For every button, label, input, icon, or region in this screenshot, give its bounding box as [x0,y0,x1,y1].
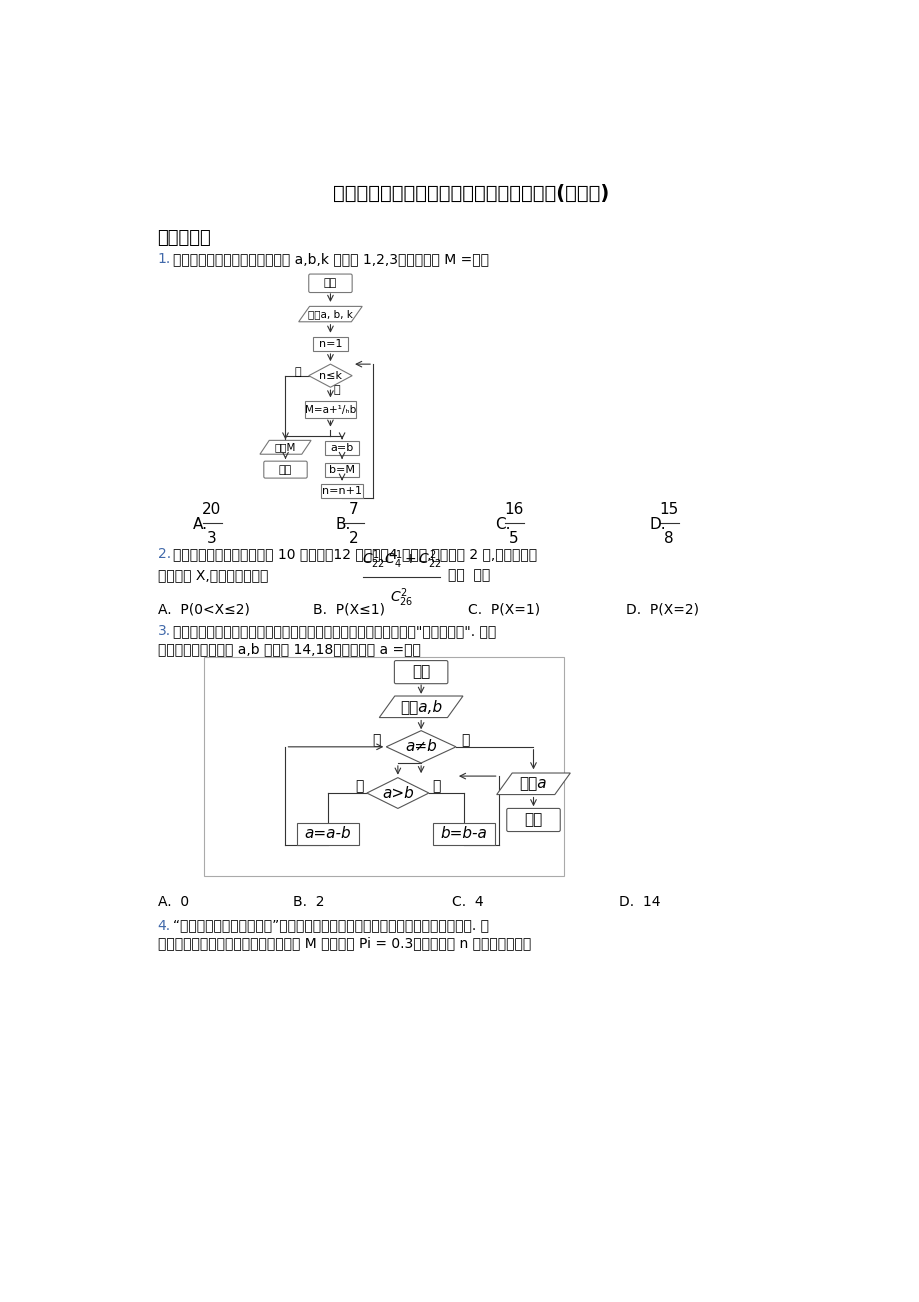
Text: 右边程序框图的算法思路源于我国古代数学名著《九章算术》中的"更相减损术". 执行: 右边程序框图的算法思路源于我国古代数学名著《九章算术》中的"更相减损术". 执行 [173,625,496,638]
Text: $C_{22}^{1}C_{4}^{1}+C_{22}^{2}$: $C_{22}^{1}C_{4}^{1}+C_{22}^{2}$ [361,548,441,572]
Text: M=a+¹/ₕb: M=a+¹/ₕb [304,405,356,414]
Polygon shape [260,440,311,454]
Text: 20: 20 [202,503,221,517]
Text: a=a-b: a=a-b [304,827,351,841]
Text: 执行右面的程序框图，若输入的 a,b,k 分别为 1,2,3，则输出的 M =（）: 执行右面的程序框图，若输入的 a,b,k 分别为 1,2,3，则输出的 M =（… [173,253,489,267]
Bar [324,462,358,477]
Text: C.: C. [494,517,510,531]
Bar [321,484,363,499]
Text: 个数记为 X,则下列概率等于: 个数记为 X,则下列概率等于 [157,568,267,582]
Text: 2: 2 [348,531,358,547]
Text: 3.: 3. [157,625,171,638]
Text: 否: 否 [294,367,301,376]
Text: 是: 是 [355,779,363,793]
FancyBboxPatch shape [394,660,448,684]
Text: 16: 16 [504,503,523,517]
Bar [204,656,564,876]
Text: $C_{26}^{2}$: $C_{26}^{2}$ [390,587,413,609]
Polygon shape [386,730,456,763]
Text: 【易错题】高中必修三数学上期中模拟试题(含答案): 【易错题】高中必修三数学上期中模拟试题(含答案) [333,184,609,203]
Bar [305,401,356,418]
Text: n=1: n=1 [318,339,342,349]
Text: 否: 否 [432,779,440,793]
Text: 5: 5 [509,531,518,547]
Bar [297,823,358,845]
Text: D.: D. [649,517,665,531]
Text: 结束: 结束 [278,465,292,475]
Bar [324,441,358,454]
Text: 结束: 结束 [524,812,542,828]
FancyBboxPatch shape [264,461,307,478]
Text: C.  P(X=1): C. P(X=1) [467,603,539,617]
Text: n≤k: n≤k [319,371,342,380]
Text: 该程序框图，若输入 a,b 分别为 14,18，则输出的 a =（）: 该程序框图，若输入 a,b 分别为 14,18，则输出的 a =（） [157,642,420,656]
Text: C.  4: C. 4 [451,896,483,909]
Text: b=M: b=M [329,465,355,475]
Text: 是: 是 [372,733,380,747]
FancyBboxPatch shape [506,809,560,832]
Text: a>b: a>b [381,785,414,801]
Text: 是: 是 [334,384,340,395]
Text: a=b: a=b [330,443,353,453]
Polygon shape [299,306,362,322]
Text: A.  P(0<X≤2): A. P(0<X≤2) [157,603,249,617]
Text: 15: 15 [659,503,678,517]
Text: 8: 8 [664,531,674,547]
Text: 否: 否 [460,733,469,747]
Text: n=n+1: n=n+1 [322,486,362,496]
Text: “三个臭皮匠，赛过诸葛亮”，这是我们常说的口头禅，主要是说集体智慧的强大. 假: “三个臭皮匠，赛过诸葛亮”，这是我们常说的口头禅，主要是说集体智慧的强大. 假 [173,918,489,932]
Text: B.  P(X≤1): B. P(X≤1) [312,603,384,617]
Text: 7: 7 [348,503,358,517]
Text: 开始: 开始 [412,664,430,680]
Polygon shape [367,777,428,809]
Bar [432,823,494,845]
Bar [313,337,347,352]
Text: 开始: 开始 [323,279,336,288]
Text: 输入a, b, k: 输入a, b, k [308,309,353,319]
Text: A.: A. [192,517,208,531]
Text: D.  14: D. 14 [618,896,660,909]
Text: 2.: 2. [157,547,171,561]
Text: a≠b: a≠b [404,740,437,754]
Text: 一个盒子里装有大小相同的 10 个黑球、12 个红球、4 个白球,从中任取 2 个,其中白球的: 一个盒子里装有大小相同的 10 个黑球、12 个红球、4 个白球,从中任取 2 … [173,547,537,561]
Polygon shape [496,773,570,794]
Text: B.: B. [335,517,351,531]
FancyBboxPatch shape [309,273,352,293]
Text: 设李某智商较高，他独自一人解决项目 M 的概率为 Pi = 0.3；同时，有 n 个水平相同的人: 设李某智商较高，他独自一人解决项目 M 的概率为 Pi = 0.3；同时，有 n… [157,936,530,950]
Text: D.  P(X=2): D. P(X=2) [626,603,698,617]
Text: 的是  （）: 的是 （） [448,568,490,582]
Polygon shape [309,365,352,387]
Text: 一、选择题: 一、选择题 [157,229,211,247]
Polygon shape [379,697,462,717]
Text: 3: 3 [207,531,217,547]
Text: 输出a: 输出a [519,776,547,792]
Text: 4.: 4. [157,918,171,932]
Text: B.  2: B. 2 [293,896,324,909]
Text: 输入a,b: 输入a,b [400,699,442,715]
Text: 输出M: 输出M [275,443,296,452]
Text: b=b-a: b=b-a [440,827,487,841]
Text: 1.: 1. [157,253,171,267]
Text: A.  0: A. 0 [157,896,188,909]
